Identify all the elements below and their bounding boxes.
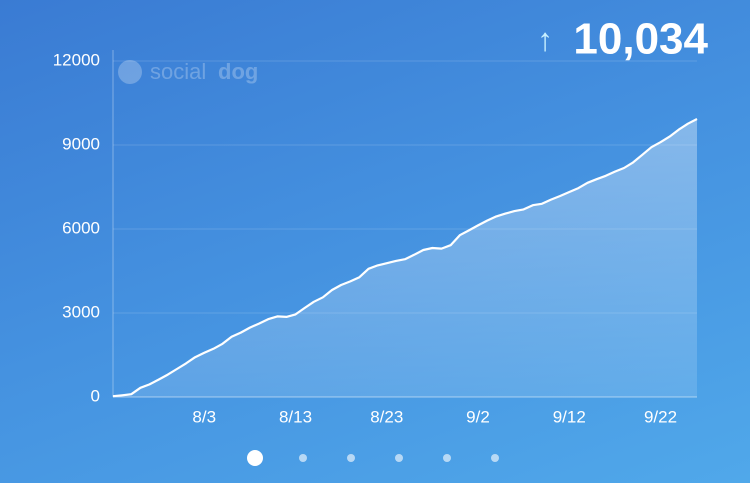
y-tick-label: 6000 [62, 218, 100, 237]
page-dot[interactable] [395, 454, 403, 462]
watermark-light: social [150, 59, 206, 84]
watermark-logo [118, 60, 142, 84]
watermark: social dog [118, 59, 258, 84]
line [112, 118, 698, 398]
watermark-bold: dog [218, 59, 258, 84]
page-dot[interactable] [491, 454, 499, 462]
page-dot-active[interactable] [247, 450, 263, 466]
page-dot[interactable] [347, 454, 355, 462]
page-dot[interactable] [299, 454, 307, 462]
y-tick-label: 3000 [62, 302, 100, 321]
x-tick-label: 9/22 [644, 407, 677, 426]
y-tick-label: 9000 [62, 134, 100, 153]
page-dot[interactable] [443, 454, 451, 462]
y-tick-label: 12000 [53, 50, 100, 69]
area-fill [113, 119, 697, 397]
y-tick-label: 0 [91, 386, 100, 405]
x-tick-label: 8/23 [370, 407, 403, 426]
page-dots [247, 450, 499, 466]
increase-arrow: ↑ [537, 21, 553, 57]
x-tick-label: 9/12 [553, 407, 586, 426]
x-tick-label: 9/2 [466, 407, 490, 426]
x-tick-label: 8/3 [192, 407, 216, 426]
total-count: 10,034 [573, 15, 708, 64]
x-tick-label: 8/13 [279, 407, 312, 426]
